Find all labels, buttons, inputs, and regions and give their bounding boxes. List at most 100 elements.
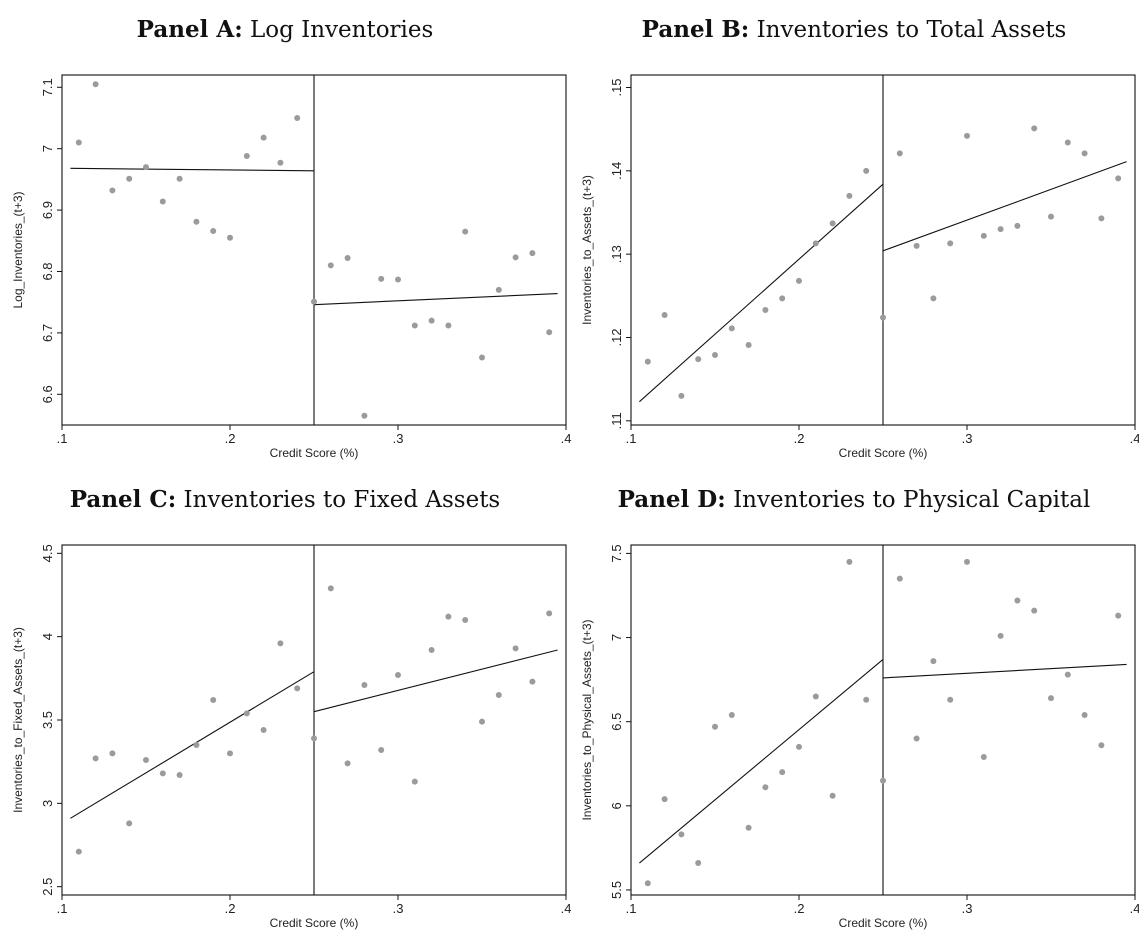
data-point [1048, 695, 1054, 702]
data-point [1098, 215, 1105, 222]
data-point [1115, 175, 1122, 182]
fit-line [313, 293, 558, 306]
data-point [395, 276, 401, 283]
data-point [728, 325, 735, 332]
data-point [712, 723, 718, 730]
data-point [75, 848, 82, 855]
data-point [344, 760, 351, 767]
data-point [176, 175, 183, 182]
data-point [479, 718, 485, 725]
data-point [779, 295, 786, 302]
y-tick-label: 7 [40, 145, 55, 152]
panel-label: Panel A: [136, 16, 243, 43]
scatter-plot-d: .1 .2 .3 .4 5.5 6 6.5 7 7.5 Credit Score (%) Inven… [580, 544, 1139, 930]
data-point [378, 275, 385, 282]
data-point [260, 727, 267, 733]
data-point [997, 226, 1004, 233]
data-point [479, 354, 485, 361]
data-point [462, 228, 469, 235]
data-point [311, 735, 317, 742]
data-point [395, 672, 401, 678]
data-point [762, 307, 769, 313]
fit-line [882, 663, 1127, 679]
x-tick-label: .4 [561, 431, 572, 446]
data-point [1014, 597, 1021, 604]
panel-title: Panel B: Inventories to Total Assets [569, 16, 1139, 43]
data-point [92, 81, 99, 88]
panel-label: Panel C: [69, 486, 177, 513]
data-point [896, 575, 903, 582]
data-point [193, 742, 200, 748]
panel-title-text: Inventories to Physical Capital [733, 487, 1091, 513]
data-point [695, 860, 702, 867]
data-point [846, 558, 853, 565]
x-axis-label: Credit Score (%) [270, 916, 359, 930]
data-point [880, 314, 886, 321]
data-point [812, 240, 819, 247]
data-point [159, 770, 166, 777]
data-point [428, 317, 435, 324]
data-point [762, 784, 769, 791]
x-tick-label: .4 [1130, 431, 1139, 446]
data-point [947, 240, 954, 247]
y-tick-label: .13 [609, 245, 624, 263]
y-tick-label: .15 [609, 78, 624, 96]
data-point [678, 392, 685, 399]
data-point [913, 242, 920, 249]
data-point [745, 342, 752, 348]
data-point [176, 772, 183, 778]
panel-title: Panel C: Inventories to Fixed Assets [0, 486, 570, 513]
data-point [193, 218, 200, 225]
data-point [243, 153, 250, 160]
fit-line [313, 649, 558, 713]
scatter-plot-b: .1 .2 .3 .4 .11 .12 .13 .14 .15 Credit Score (%) I… [580, 74, 1139, 460]
x-tick-label: .2 [225, 901, 236, 916]
data-point [661, 312, 668, 318]
data-point [796, 277, 802, 284]
data-point [143, 164, 149, 171]
fit-line [70, 167, 315, 172]
data-point [495, 692, 502, 698]
data-point [529, 678, 536, 685]
panel-title-text: Inventories to Fixed Assets [183, 487, 501, 513]
data-point [980, 232, 987, 239]
data-point [277, 640, 284, 647]
data-point [512, 645, 519, 652]
x-tick-label: .1 [57, 431, 68, 446]
data-point [311, 298, 317, 305]
data-point [930, 295, 937, 302]
data-point [361, 682, 368, 688]
data-point [779, 769, 786, 776]
x-tick-label: .3 [962, 431, 973, 446]
data-point [896, 150, 903, 157]
fit-line [639, 659, 884, 864]
data-point [294, 114, 301, 121]
y-tick-label: 6 [609, 802, 624, 809]
data-point [1064, 671, 1071, 678]
y-tick-label: 6.6 [40, 385, 55, 403]
data-point [1115, 612, 1122, 619]
data-point [294, 685, 301, 692]
x-tick-label: .2 [225, 431, 236, 446]
data-point [411, 778, 418, 785]
y-tick-label: 6.7 [40, 324, 55, 342]
y-tick-label: 7 [609, 634, 624, 641]
y-tick-label: .12 [609, 328, 624, 346]
data-point [159, 198, 166, 205]
data-point [678, 831, 685, 838]
x-tick-label: .3 [393, 901, 404, 916]
data-point [947, 696, 954, 703]
data-point [829, 220, 836, 227]
data-point [327, 585, 334, 592]
fit-line [639, 183, 884, 403]
x-tick-label: .1 [626, 901, 637, 916]
data-point [445, 322, 452, 329]
panel-label: Panel D: [617, 486, 726, 513]
data-point [644, 880, 651, 887]
data-point [1064, 139, 1071, 146]
data-point [1031, 125, 1038, 132]
data-point [210, 697, 217, 703]
data-point [546, 329, 553, 336]
data-point [1081, 711, 1088, 718]
data-point [126, 175, 133, 182]
